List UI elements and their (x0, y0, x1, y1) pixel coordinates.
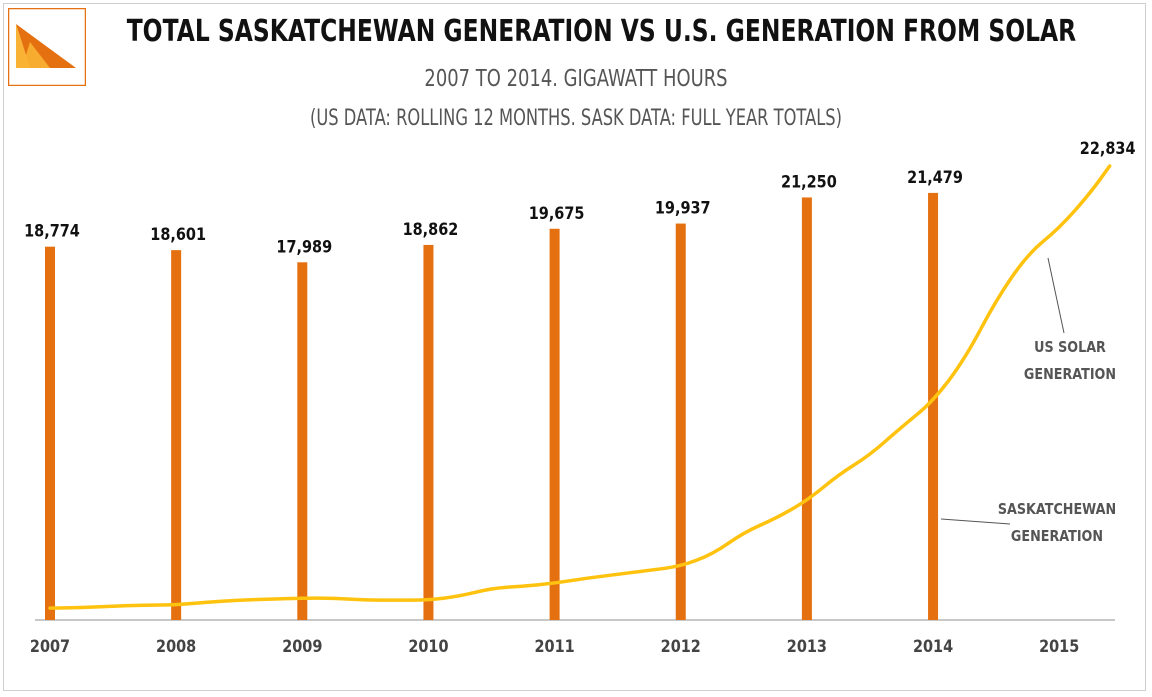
x-tick-label-2014: 2014 (913, 636, 953, 656)
x-tick-label-2015: 2015 (1039, 636, 1079, 656)
chart-subtitle: 2007 TO 2014. GIGAWATT HOURS (424, 66, 728, 92)
line-end-label: 22,834 (1080, 138, 1136, 158)
bar-2008 (171, 250, 182, 620)
x-tick-label-2013: 2013 (787, 636, 827, 656)
chart-frame (3, 3, 1146, 691)
annotation-sask-0: SASKATCHEWAN (998, 501, 1116, 518)
x-tick-label-2009: 2009 (282, 636, 322, 656)
bar-value-label-2007: 18,774 (24, 221, 80, 241)
bar-value-label-2012: 19,937 (655, 197, 711, 217)
us-solar-leader-line (1047, 257, 1065, 334)
annotation-sask-1: GENERATION (1011, 528, 1103, 545)
bar-value-label-2009: 17,989 (276, 236, 332, 256)
bar-2014 (928, 192, 939, 620)
x-tick-label-2011: 2011 (534, 636, 574, 656)
bar-value-label-2010: 18,862 (403, 219, 459, 239)
bar-value-label-2011: 19,675 (529, 203, 585, 223)
bar-2013 (801, 197, 812, 621)
sask-leader-line (940, 518, 1011, 525)
bar-value-label-2013: 21,250 (781, 171, 837, 191)
bar-2007 (45, 246, 55, 621)
bar-2011 (549, 228, 560, 620)
bar-2010 (423, 244, 434, 620)
triangle-logo-icon (8, 8, 86, 86)
x-tick-label-2010: 2010 (408, 636, 448, 656)
chart-note: (US DATA: ROLLING 12 MONTHS. SASK DATA: … (310, 106, 842, 131)
bar-value-label-2008: 18,601 (150, 224, 206, 244)
x-tick-label-2008: 2008 (156, 636, 196, 656)
us-solar-line (48, 164, 1112, 610)
bar-value-label-2014: 21,479 (907, 167, 963, 187)
annotation-us-solar-0: US SOLAR (1034, 339, 1106, 356)
annotation-us-solar-1: GENERATION (1024, 366, 1116, 383)
chart-title: TOTAL SASKATCHEWAN GENERATION VS U.S. GE… (126, 14, 1077, 49)
x-tick-label-2012: 2012 (661, 636, 701, 656)
bar-2012 (675, 223, 686, 620)
x-tick-label-2007: 2007 (30, 636, 70, 656)
bar-2009 (297, 262, 308, 620)
